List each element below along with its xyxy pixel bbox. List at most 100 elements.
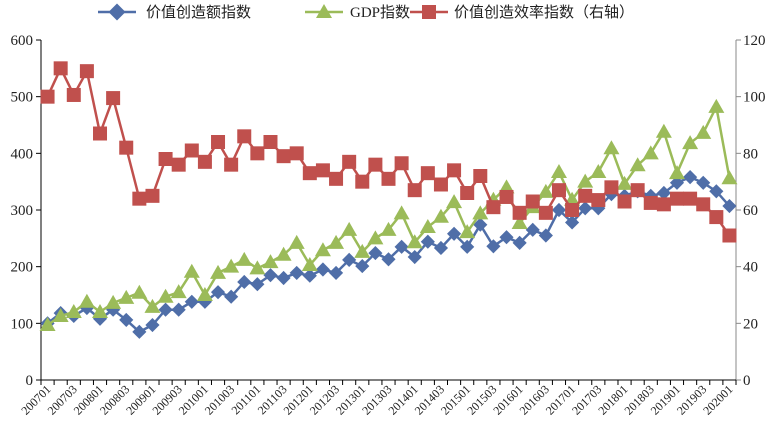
data-point [170, 284, 187, 299]
data-point [525, 194, 540, 209]
data-point [722, 198, 737, 214]
data-point [420, 166, 435, 181]
data-point [196, 287, 213, 301]
data-point [52, 307, 69, 322]
data-point [447, 163, 462, 178]
data-point [656, 185, 671, 201]
data-point [250, 277, 265, 292]
y-right-tick-label: 100 [743, 90, 766, 106]
data-point [341, 221, 358, 236]
series-2 [39, 98, 738, 332]
data-point [696, 197, 711, 212]
data-point [158, 302, 173, 317]
data-point [630, 183, 645, 198]
data-point [315, 163, 330, 178]
y-right-tick-label: 20 [743, 316, 758, 332]
data-point [79, 64, 94, 79]
data-point [144, 298, 161, 313]
data-point [537, 183, 554, 198]
data-point [459, 224, 476, 239]
data-point [550, 164, 567, 179]
data-point [157, 288, 174, 303]
y-left-tick-label: 100 [11, 316, 34, 332]
data-point [367, 230, 384, 245]
data-point [407, 249, 422, 265]
data-point [551, 202, 567, 218]
data-point [406, 234, 423, 249]
data-point [210, 264, 227, 279]
data-point [669, 175, 685, 190]
data-point [158, 152, 173, 166]
data-point [419, 219, 436, 233]
y-right-tick-label: 40 [743, 260, 758, 276]
series-group [39, 61, 738, 339]
data-point [709, 210, 724, 225]
data-point [40, 89, 55, 104]
data-point [145, 188, 160, 203]
data-point [288, 234, 305, 249]
y-left-tick-label: 600 [11, 33, 34, 49]
data-point [460, 239, 475, 254]
data-point [355, 259, 370, 274]
data-point [394, 239, 409, 254]
data-point [223, 258, 240, 273]
data-point [237, 129, 252, 144]
data-point [355, 174, 370, 189]
x-tick-label: 202001 [700, 382, 735, 417]
data-point [578, 201, 593, 216]
y-left-tick-label: 400 [11, 146, 34, 162]
data-point [486, 239, 501, 254]
data-point [53, 61, 68, 76]
data-point [302, 268, 317, 283]
data-point [184, 143, 199, 158]
data-point [721, 170, 738, 185]
data-point [708, 98, 725, 113]
data-point [709, 184, 724, 199]
data-point [381, 171, 396, 186]
data-point [314, 242, 331, 257]
data-point [342, 154, 357, 169]
data-point [380, 221, 397, 236]
data-point [512, 205, 527, 220]
data-point [551, 183, 566, 198]
data-point [210, 285, 226, 300]
data-point [66, 87, 81, 102]
data-point [394, 156, 409, 171]
data-point [315, 262, 331, 277]
data-point [197, 154, 212, 169]
legend-item-value-creation: 价值创造额指数 [98, 3, 251, 21]
legend-label: 价值创造效率指数（右轴） [454, 4, 634, 21]
y-right-tick-label: 80 [743, 146, 758, 162]
data-point [275, 246, 292, 261]
data-point [289, 265, 304, 280]
data-point [119, 140, 134, 155]
data-point [368, 157, 383, 172]
y-right-tick-label: 0 [743, 373, 751, 389]
legend-item-gdp: GDP指数 [305, 4, 410, 21]
data-point [433, 240, 449, 256]
data-point [276, 149, 291, 164]
data-point [237, 274, 252, 290]
data-point [446, 226, 462, 241]
data-point [682, 135, 699, 150]
data-point [629, 157, 646, 172]
data-point [656, 197, 671, 212]
y-left-tick-label: 500 [11, 90, 34, 106]
data-point [512, 235, 527, 250]
data-point [119, 312, 134, 328]
data-point [250, 146, 265, 161]
data-point [328, 234, 345, 249]
data-point [92, 304, 109, 318]
data-point [473, 217, 488, 232]
data-point [499, 230, 514, 245]
data-point [132, 324, 147, 339]
data-point [263, 268, 278, 283]
data-point [617, 194, 632, 209]
data-point [695, 124, 712, 139]
data-point [183, 263, 200, 278]
data-point [78, 293, 95, 308]
data-point [538, 228, 553, 243]
data-point [498, 179, 515, 194]
data-point [276, 270, 291, 286]
